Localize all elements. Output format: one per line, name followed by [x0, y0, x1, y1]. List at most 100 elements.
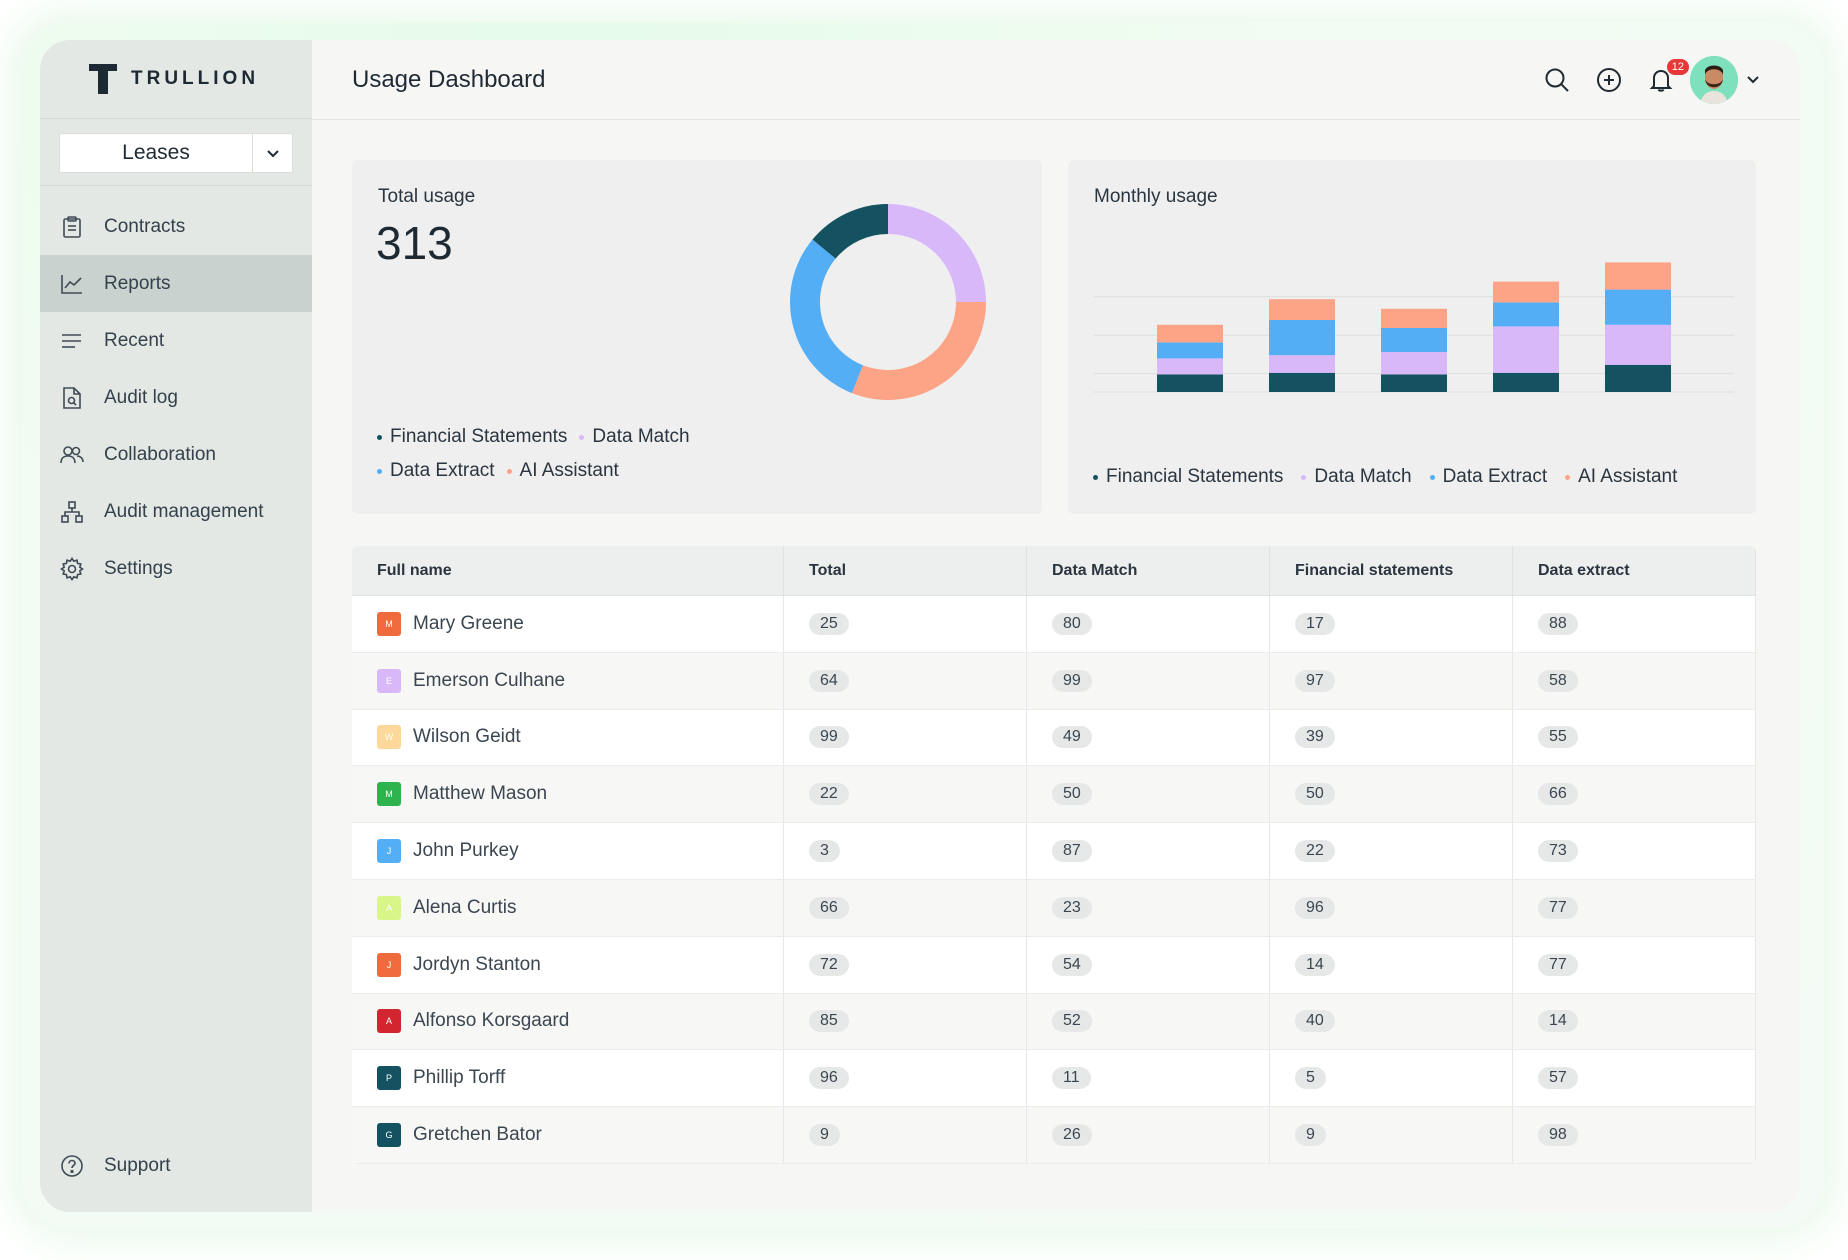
total-cell: 22	[784, 766, 1027, 823]
value-pill: 54	[1052, 953, 1092, 976]
financial-cell: 17	[1270, 596, 1513, 652]
table-row[interactable]: M Matthew Mason 22 50 50 66	[352, 766, 1756, 824]
initial-avatar: A	[377, 895, 401, 920]
initial-avatar: M	[377, 611, 401, 636]
value-pill: 57	[1538, 1067, 1578, 1090]
app-window: TRULLION Leases Contracts Reports	[40, 40, 1800, 1212]
name-cell: P Phillip Torff	[352, 1050, 784, 1107]
legend-item: Financial Statements	[377, 426, 567, 448]
total-cell: 9	[784, 1107, 1027, 1163]
value-pill: 55	[1538, 726, 1578, 749]
brand: TRULLION	[40, 40, 312, 118]
legend-item: Data Match	[1301, 466, 1412, 488]
value-pill: 99	[809, 726, 849, 749]
user-name: John Purkey	[413, 840, 519, 862]
data-extract-cell: 14	[1513, 993, 1756, 1050]
bar-segment-financial-statements	[1157, 374, 1223, 392]
table-row[interactable]: A Alfonso Korsgaard 85 52 40 14	[352, 993, 1756, 1051]
usage-table: Full name Total Data Match Financial sta…	[352, 546, 1756, 1164]
legend-item: Data Match	[579, 426, 690, 448]
total-cell: 96	[784, 1050, 1027, 1107]
legend-dot	[506, 468, 512, 474]
name-cell: A Alena Curtis	[352, 879, 784, 936]
table-row[interactable]: W Wilson Geidt 99 49 39 55	[352, 709, 1756, 767]
data-match-cell: 52	[1027, 993, 1270, 1050]
value-pill: 97	[1295, 669, 1335, 692]
sidebar-item-audit-log[interactable]: Audit log	[40, 369, 312, 426]
table-row[interactable]: G Gretchen Bator 9 26 9 98	[352, 1107, 1756, 1164]
column-header[interactable]: Full name	[352, 546, 784, 595]
sidebar-item-collaboration[interactable]: Collaboration	[40, 426, 312, 483]
bar-segment-financial-statements	[1269, 372, 1335, 392]
sidebar-item-settings[interactable]: Settings	[40, 540, 312, 597]
chevron-down-icon[interactable]	[1746, 71, 1760, 89]
sidebar-nav: Contracts Reports Recent Audit log Colla…	[40, 198, 312, 597]
doc-search-icon	[63, 386, 81, 409]
donut-slice-data-match	[888, 204, 986, 302]
data-extract-cell: 77	[1513, 936, 1756, 993]
brand-name: TRULLION	[131, 68, 260, 89]
column-header[interactable]: Data extract	[1513, 546, 1756, 595]
table-row[interactable]: A Alena Curtis 66 23 96 77	[352, 879, 1756, 937]
sidebar-item-label: Settings	[104, 557, 173, 579]
donut-legend: Financial Statements Data Match Data Ext…	[377, 426, 690, 494]
table-row[interactable]: J Jordyn Stanton 72 54 14 77	[352, 936, 1756, 994]
value-pill: 73	[1538, 840, 1578, 863]
value-pill: 22	[1295, 840, 1335, 863]
legend-item: AI Assistant	[1565, 466, 1677, 488]
initial-avatar: A	[377, 1009, 401, 1034]
chevron-down-icon[interactable]	[252, 134, 292, 172]
sidebar-item-label: Audit management	[104, 500, 264, 522]
stacked-bar-chart	[1094, 262, 1734, 393]
sidebar-item-contracts[interactable]: Contracts	[40, 198, 312, 255]
value-pill: 40	[1295, 1010, 1335, 1033]
clipboard-icon	[63, 215, 81, 238]
legend-item: Data Extract	[377, 460, 495, 482]
value-pill: 72	[809, 953, 849, 976]
value-pill: 14	[1295, 953, 1335, 976]
column-header[interactable]: Data Match	[1027, 546, 1270, 595]
financial-cell: 40	[1270, 993, 1513, 1050]
data-extract-cell: 88	[1513, 596, 1756, 652]
value-pill: 77	[1538, 953, 1578, 976]
help-circle-icon	[61, 1154, 83, 1177]
user-name: Alena Curtis	[413, 896, 517, 918]
module-select[interactable]: Leases	[59, 133, 293, 173]
value-pill: 96	[809, 1067, 849, 1090]
total-cell: 25	[784, 596, 1027, 652]
legend-dot	[579, 434, 585, 440]
data-extract-cell: 58	[1513, 652, 1756, 709]
value-pill: 50	[1052, 783, 1092, 806]
column-header[interactable]: Total	[784, 546, 1027, 595]
bar-segment-data-extract	[1493, 302, 1559, 327]
user-name: Wilson Geidt	[413, 726, 521, 748]
table-row[interactable]: J John Purkey 3 87 22 73	[352, 823, 1756, 880]
donut-slice-financial-statements	[812, 204, 888, 259]
bell-icon[interactable]: 12	[1648, 58, 1689, 93]
avatar[interactable]	[1690, 55, 1738, 104]
sidebar-item-recent[interactable]: Recent	[40, 312, 312, 369]
search-icon[interactable]	[1544, 67, 1570, 93]
table-row[interactable]: E Emerson Culhane 64 99 97 58	[352, 652, 1756, 710]
bar-segment-ai-assistant	[1269, 299, 1335, 320]
table-row[interactable]: P Phillip Torff 96 11 5 57	[352, 1050, 1756, 1108]
user-name: Jordyn Stanton	[413, 953, 541, 975]
value-pill: 99	[1052, 669, 1092, 692]
user-name: Phillip Torff	[413, 1067, 506, 1089]
value-pill: 52	[1052, 1010, 1092, 1033]
total-cell: 85	[784, 993, 1027, 1050]
value-pill: 9	[1295, 1124, 1326, 1147]
sidebar-item-support[interactable]: Support	[40, 1137, 312, 1194]
add-circle-icon[interactable]	[1596, 67, 1622, 93]
data-match-cell: 80	[1027, 596, 1270, 652]
sidebar-item-label: Audit log	[104, 386, 178, 408]
sidebar-item-audit-management[interactable]: Audit management	[40, 483, 312, 540]
table-row[interactable]: M Mary Greene 25 80 17 88	[352, 596, 1756, 653]
logo-icon	[89, 64, 117, 94]
value-pill: 11	[1052, 1067, 1091, 1090]
column-header[interactable]: Financial statements	[1270, 546, 1513, 595]
total-cell: 66	[784, 879, 1027, 936]
sidebar-item-reports[interactable]: Reports	[40, 255, 312, 312]
value-pill: 85	[809, 1010, 849, 1033]
initial-avatar: G	[377, 1123, 401, 1148]
